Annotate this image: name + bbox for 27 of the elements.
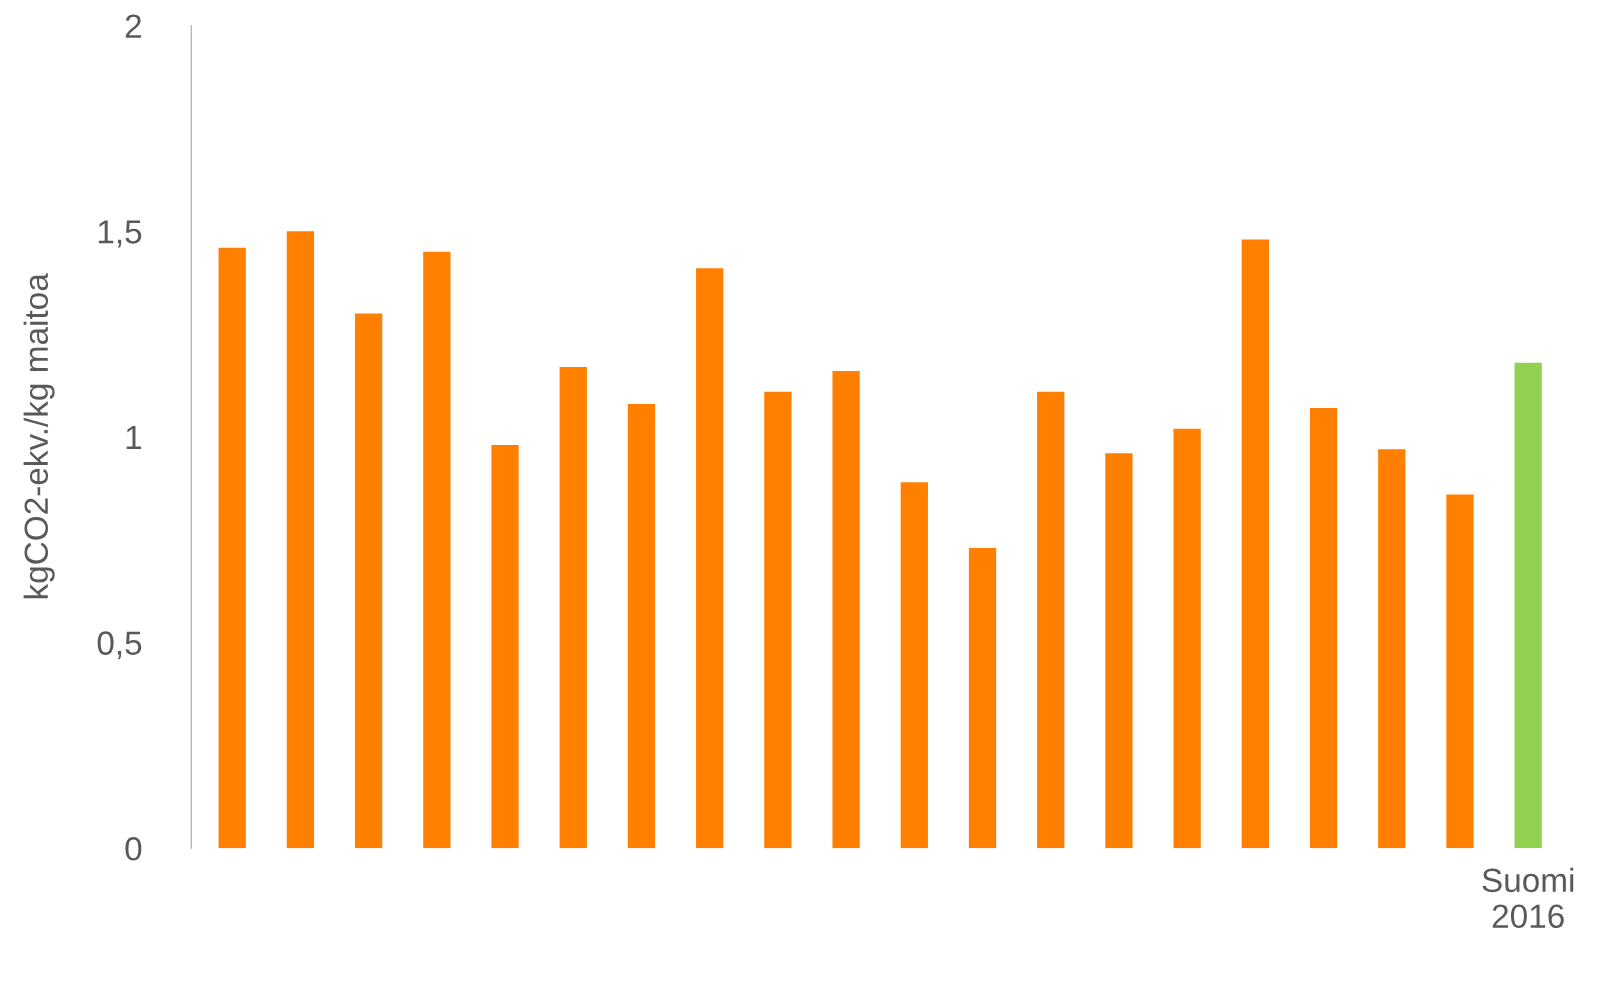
bar — [423, 251, 451, 849]
y-tick-label: 0 — [125, 837, 142, 861]
bar — [1514, 362, 1542, 849]
bar — [1241, 239, 1269, 849]
y-tick-label: 0,5 — [97, 631, 142, 659]
bar — [286, 231, 315, 849]
bar — [900, 482, 928, 849]
y-tick-label: 1,5 — [98, 220, 142, 248]
y-tick-label: 2 — [125, 14, 141, 38]
x-tick-label: Suomi 2016 — [1482, 867, 1574, 929]
bar — [1173, 428, 1201, 849]
bar — [1037, 391, 1065, 849]
bar — [491, 445, 519, 849]
bar — [764, 391, 792, 849]
bar — [1309, 408, 1338, 849]
bar — [832, 371, 860, 849]
y-tick-label: 1 — [126, 426, 142, 449]
bar — [627, 403, 656, 849]
bar — [218, 247, 246, 849]
bar — [968, 547, 997, 849]
bar — [1378, 449, 1406, 849]
bar — [354, 313, 383, 849]
bar — [559, 366, 587, 849]
y-axis-title: kgCO2-ekv./kg maitoa — [23, 273, 55, 599]
bar — [696, 268, 724, 849]
bar — [1105, 453, 1133, 849]
bar — [1446, 494, 1474, 849]
